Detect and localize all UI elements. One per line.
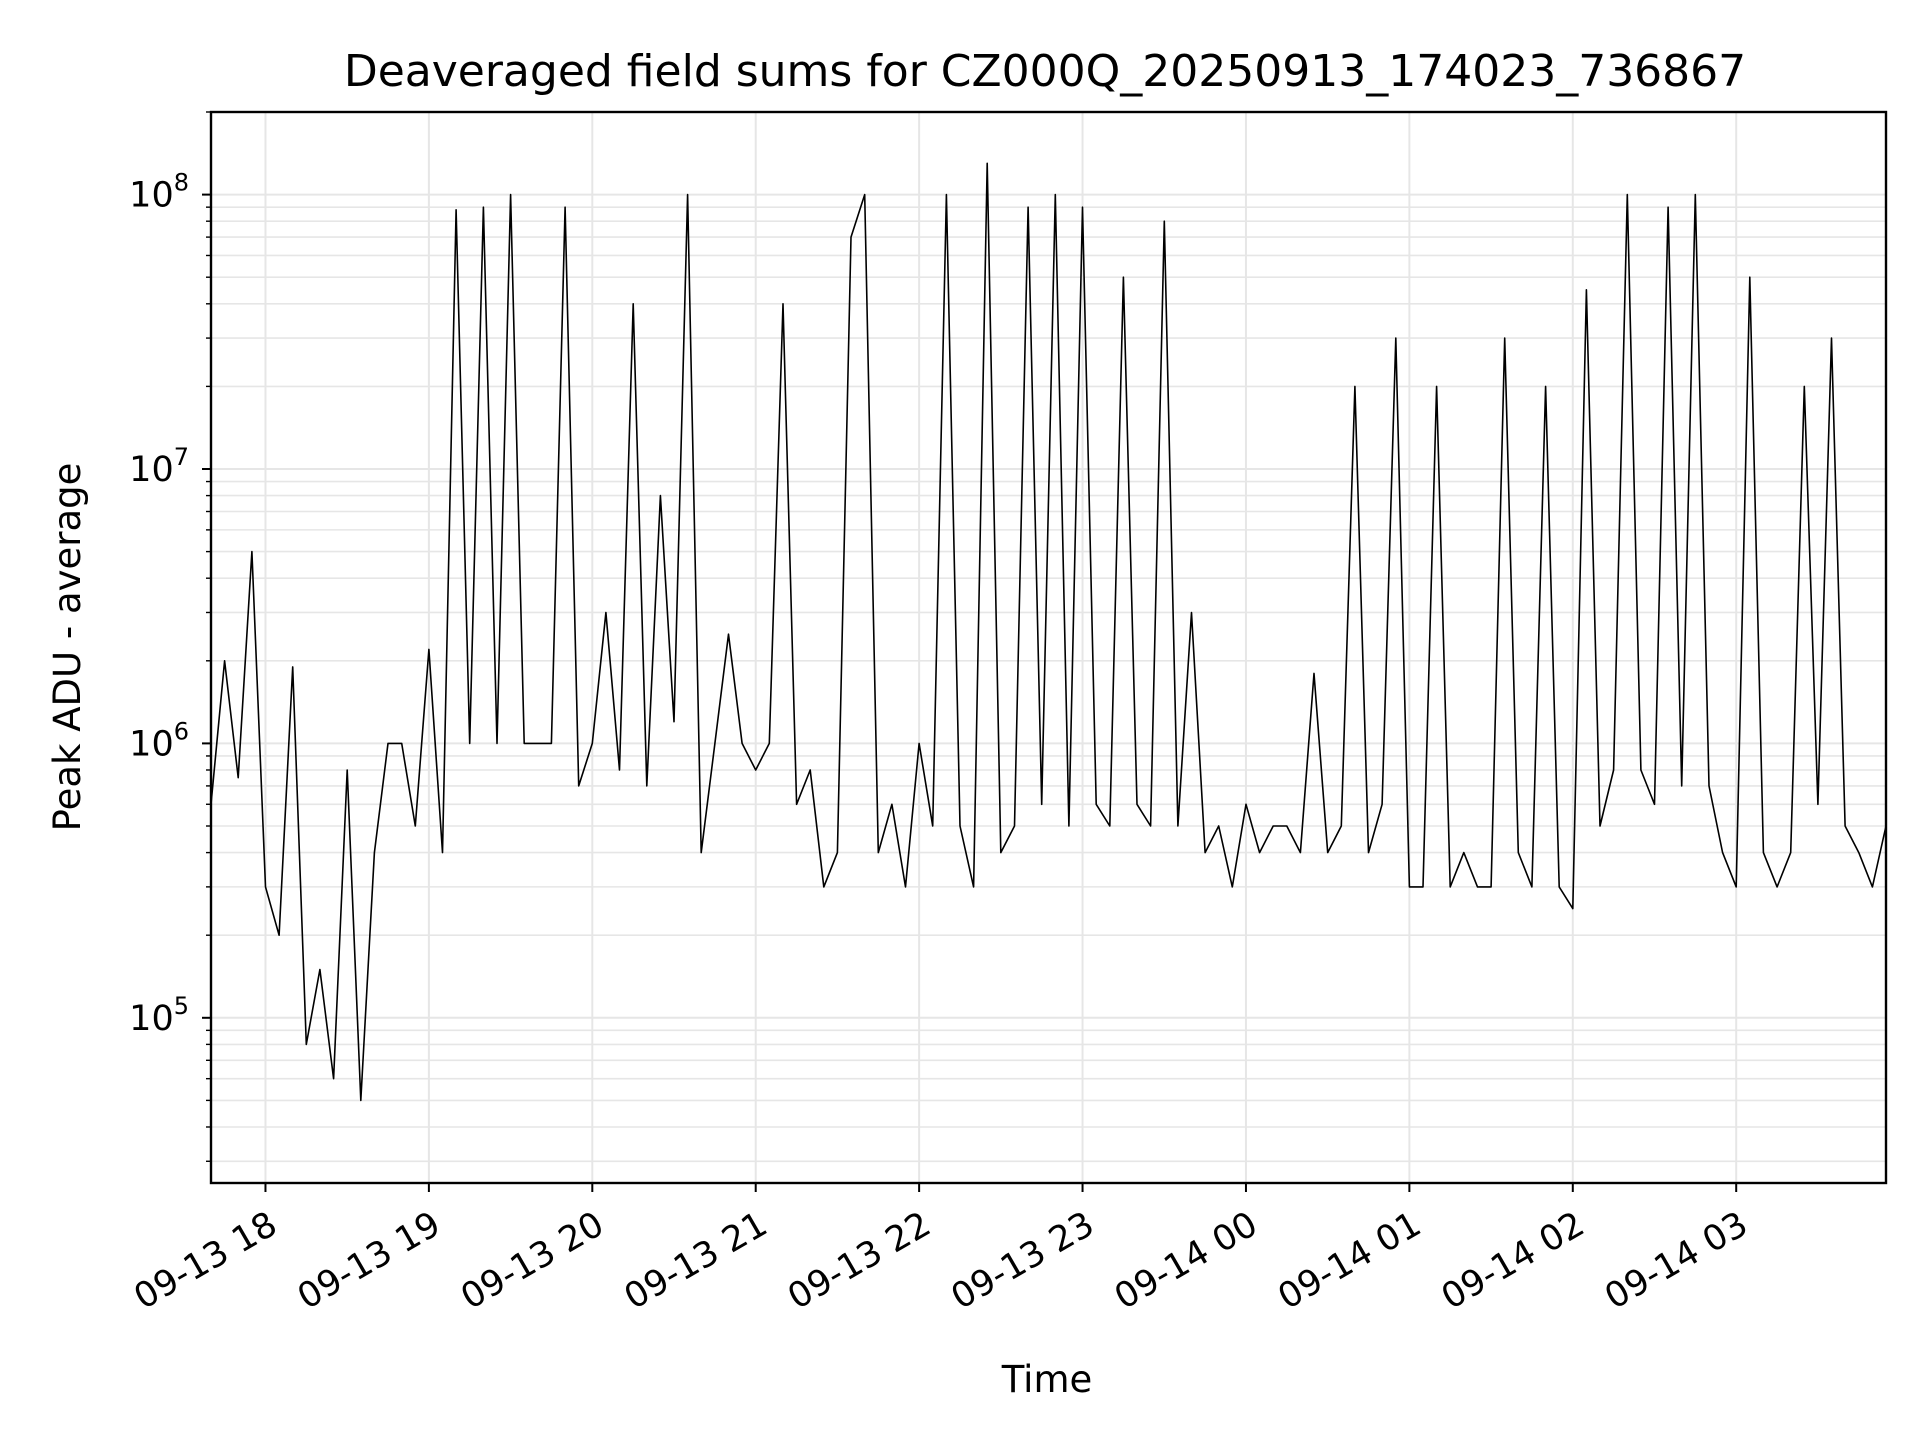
x-tick-label: 09-13 19 <box>291 1204 447 1317</box>
series-line <box>210 162 1887 1102</box>
series-layer <box>210 162 1887 1102</box>
x-tick-label: 09-14 01 <box>1272 1204 1428 1317</box>
plot-frame <box>209 110 1888 1185</box>
x-tick-label: 09-14 00 <box>1108 1204 1264 1317</box>
y-tick-label: 105 <box>129 992 189 1039</box>
x-tick-label: 09-13 18 <box>128 1204 284 1317</box>
y-tick-exponent: 5 <box>174 992 189 1020</box>
y-tick-exponent: 7 <box>174 443 189 471</box>
grid <box>211 111 1886 1183</box>
y-axis-label: Peak ADU - average <box>46 463 89 832</box>
x-tick-label: 09-14 02 <box>1435 1204 1591 1317</box>
y-tick-label: 108 <box>129 169 189 216</box>
y-tick-exponent: 6 <box>174 717 189 745</box>
x-tick-label: 09-13 23 <box>945 1204 1101 1317</box>
y-tick-exponent: 8 <box>174 169 189 197</box>
x-tick-label: 09-13 21 <box>618 1204 774 1317</box>
x-tick-label: 09-13 22 <box>781 1204 937 1317</box>
x-tick-label: 09-14 03 <box>1598 1204 1754 1317</box>
x-axis-label: Time <box>1001 1358 1093 1401</box>
x-tick-label: 09-13 20 <box>455 1204 611 1317</box>
chart-title: Deaveraged field sums for CZ000Q_2025091… <box>344 46 1746 97</box>
y-tick-label: 106 <box>129 717 189 764</box>
y-tick-label: 107 <box>129 443 189 490</box>
